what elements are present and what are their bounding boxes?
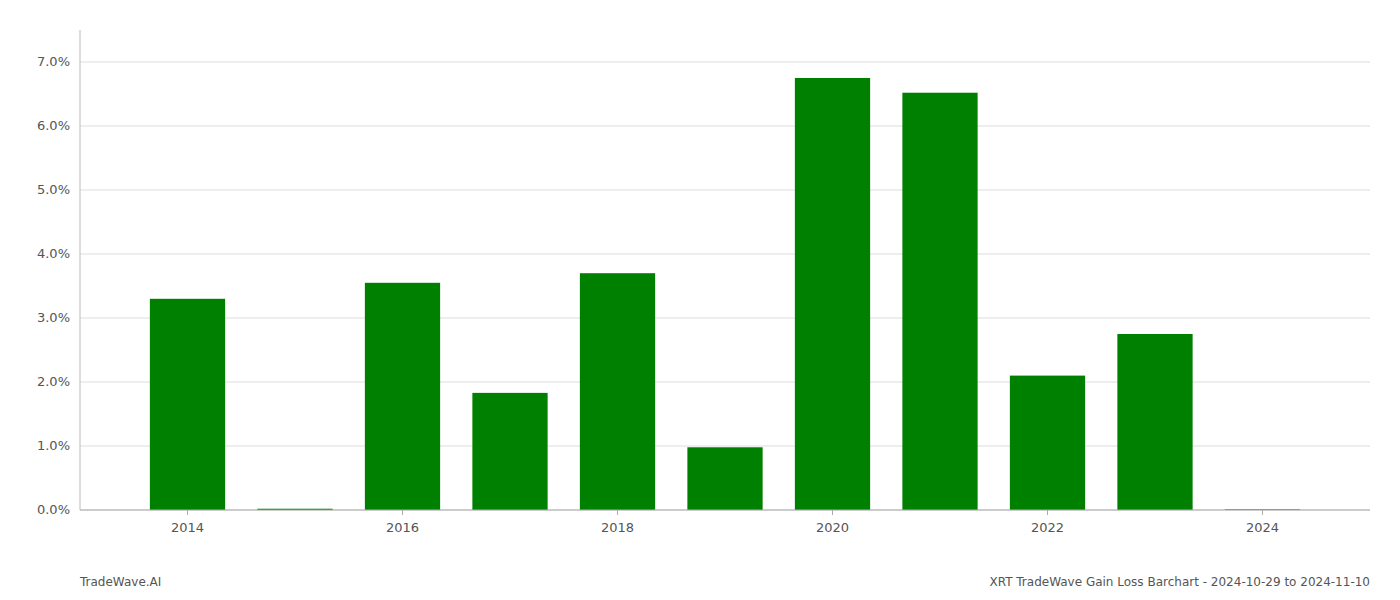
bar xyxy=(902,93,977,510)
x-tick-mark xyxy=(617,510,618,515)
grid-line xyxy=(80,318,1370,319)
grid-line xyxy=(80,254,1370,255)
x-tick-label: 2020 xyxy=(816,520,849,535)
title: XRT TradeWave Gain Loss Barchart - 2024-… xyxy=(989,575,1370,589)
x-tick-label: 2024 xyxy=(1246,520,1279,535)
y-tick-label: 2.0% xyxy=(37,374,70,389)
bars xyxy=(150,78,1300,510)
y-axis-line xyxy=(80,30,81,510)
bar xyxy=(472,393,547,510)
y-tick-label: 1.0% xyxy=(37,438,70,453)
grid-line xyxy=(80,510,1370,511)
x-axis-line xyxy=(80,510,1370,511)
grid-line xyxy=(80,126,1370,127)
x-tick-label: 2016 xyxy=(386,520,419,535)
y-tick-label: 4.0% xyxy=(37,246,70,261)
x-tick-mark xyxy=(187,510,188,515)
y-tick-label: 3.0% xyxy=(37,310,70,325)
grid-line xyxy=(80,190,1370,191)
y-grid xyxy=(80,62,1370,510)
bar xyxy=(795,78,870,510)
y-tick-label: 5.0% xyxy=(37,182,70,197)
x-tick-label: 2014 xyxy=(171,520,204,535)
y-tick-label: 6.0% xyxy=(37,118,70,133)
bar xyxy=(365,283,440,510)
x-tick-mark xyxy=(1262,510,1263,515)
y-tick-label: 7.0% xyxy=(37,54,70,69)
footer-left: TradeWave.AI xyxy=(79,575,161,589)
y-tick-label: 0.0% xyxy=(37,502,70,517)
y-ticks: 0.0% 1.0% 2.0% 3.0% 4.0% 5.0% 6.0% 7.0% xyxy=(37,54,70,517)
bar xyxy=(580,273,655,510)
x-tick-label: 2018 xyxy=(601,520,634,535)
bar xyxy=(687,447,762,510)
x-ticks: 2014 2016 2018 2020 2022 2024 xyxy=(171,510,1279,535)
x-tick-mark xyxy=(832,510,833,515)
bar xyxy=(150,299,225,510)
x-tick-mark xyxy=(1047,510,1048,515)
bar xyxy=(1117,334,1192,510)
grid-line xyxy=(80,62,1370,63)
bar xyxy=(1010,376,1085,510)
chart: 0.0% 1.0% 2.0% 3.0% 4.0% 5.0% 6.0% 7.0% 2014 2016… xyxy=(0,0,1400,600)
x-tick-label: 2022 xyxy=(1031,520,1064,535)
x-tick-mark xyxy=(402,510,403,515)
